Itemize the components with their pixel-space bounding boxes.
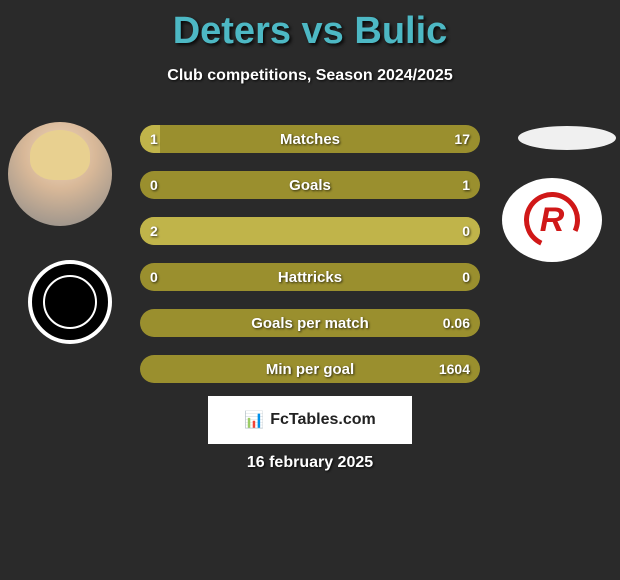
stats-container: 1 Matches 17 0 Goals 1 2 Assists 0 0 Hat… xyxy=(140,125,480,401)
stat-row-mpg: Min per goal 1604 xyxy=(140,355,480,383)
stat-right-value: 1604 xyxy=(439,361,470,377)
stat-row-hattricks: 0 Hattricks 0 xyxy=(140,263,480,291)
stat-left-value: 1 xyxy=(150,131,158,147)
stat-label: Goals xyxy=(289,177,331,194)
watermark-text: FcTables.com xyxy=(270,411,376,429)
stat-label: Matches xyxy=(280,131,340,148)
subtitle: Club competitions, Season 2024/2025 xyxy=(0,67,620,85)
stat-left-value: 0 xyxy=(150,177,158,193)
stat-row-matches: 1 Matches 17 xyxy=(140,125,480,153)
stat-label: Hattricks xyxy=(278,269,342,286)
stat-left-value: 2 xyxy=(150,223,158,239)
chart-icon: 📊 xyxy=(244,410,264,430)
watermark: 📊 FcTables.com xyxy=(208,396,412,444)
stat-right-value: 17 xyxy=(454,131,470,147)
player-right-placeholder xyxy=(518,126,616,150)
stat-label: Goals per match xyxy=(251,315,369,332)
date-label: 16 february 2025 xyxy=(0,454,620,472)
stat-right-value: 0 xyxy=(462,269,470,285)
stat-row-goals: 0 Goals 1 xyxy=(140,171,480,199)
stat-right-value: 0.06 xyxy=(443,315,470,331)
stat-label: Min per goal xyxy=(266,361,354,378)
stat-right-value: 0 xyxy=(462,223,470,239)
player-left-avatar xyxy=(8,122,112,226)
club-left-logo xyxy=(28,260,112,344)
stat-row-assists: 2 Assists 0 xyxy=(140,217,480,245)
stat-left-value: 0 xyxy=(150,269,158,285)
club-right-logo: R xyxy=(502,178,602,262)
page-title: Deters vs Bulic xyxy=(0,0,620,53)
stat-right-value: 1 xyxy=(462,177,470,193)
stat-row-gpm: Goals per match 0.06 xyxy=(140,309,480,337)
